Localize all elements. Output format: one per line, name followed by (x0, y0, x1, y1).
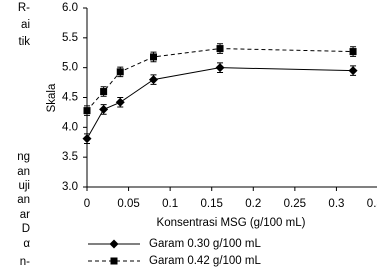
margin-text: α (23, 238, 30, 250)
x-tick-label: 0.1 (162, 198, 178, 210)
margin-text: ai (21, 19, 30, 31)
margin-text: uji (18, 180, 30, 192)
data-point (348, 66, 358, 76)
legend-label: Garam 0.30 g/100 mL (149, 238, 261, 250)
x-tick-label: 0 (84, 198, 90, 210)
legend-marker (109, 239, 119, 249)
x-tick-label: 0.3 (328, 198, 344, 210)
y-tick-label: 3.0 (62, 181, 78, 193)
margin-text: n- (20, 256, 30, 268)
margin-text: ar (20, 209, 30, 221)
data-point (215, 63, 225, 73)
margin-text: tik (19, 36, 31, 48)
margin-text: an (17, 166, 30, 178)
data-point (116, 68, 124, 76)
x-tick-label: 0.15 (201, 198, 223, 210)
x-tick-label: 0.2 (245, 198, 261, 210)
data-point (349, 48, 357, 56)
data-point (100, 88, 108, 96)
margin-text: an (17, 194, 30, 206)
x-tick-label: 0.05 (117, 198, 139, 210)
x-tick-label: 0.25 (284, 198, 306, 210)
data-point (83, 107, 91, 115)
margin-text: D (22, 223, 30, 235)
series-line (86, 48, 354, 111)
data-point (115, 97, 125, 107)
y-tick-label: 3.5 (62, 151, 78, 163)
series-line (86, 67, 354, 139)
data-point (82, 134, 92, 144)
y-tick-label: 4.5 (62, 92, 78, 104)
margin-text: ng (17, 151, 30, 163)
x-tick-label: 0.35 (367, 198, 377, 210)
y-tick-label: 6.0 (62, 2, 78, 14)
x-axis-label: Konsentrasi MSG (g/100 mL) (157, 217, 306, 229)
y-tick-label: 4.0 (62, 121, 78, 133)
data-point (150, 53, 158, 61)
data-point (99, 104, 109, 114)
data-point (149, 75, 159, 85)
y-tick-label: 5.0 (62, 62, 78, 74)
margin-text: R- (18, 2, 30, 14)
data-point (216, 45, 224, 53)
y-axis-label: Skala (46, 83, 58, 112)
y-tick-label: 5.5 (62, 32, 78, 44)
legend-marker (110, 257, 118, 265)
legend-label: Garam 0.42 g/100 mL (149, 255, 261, 267)
